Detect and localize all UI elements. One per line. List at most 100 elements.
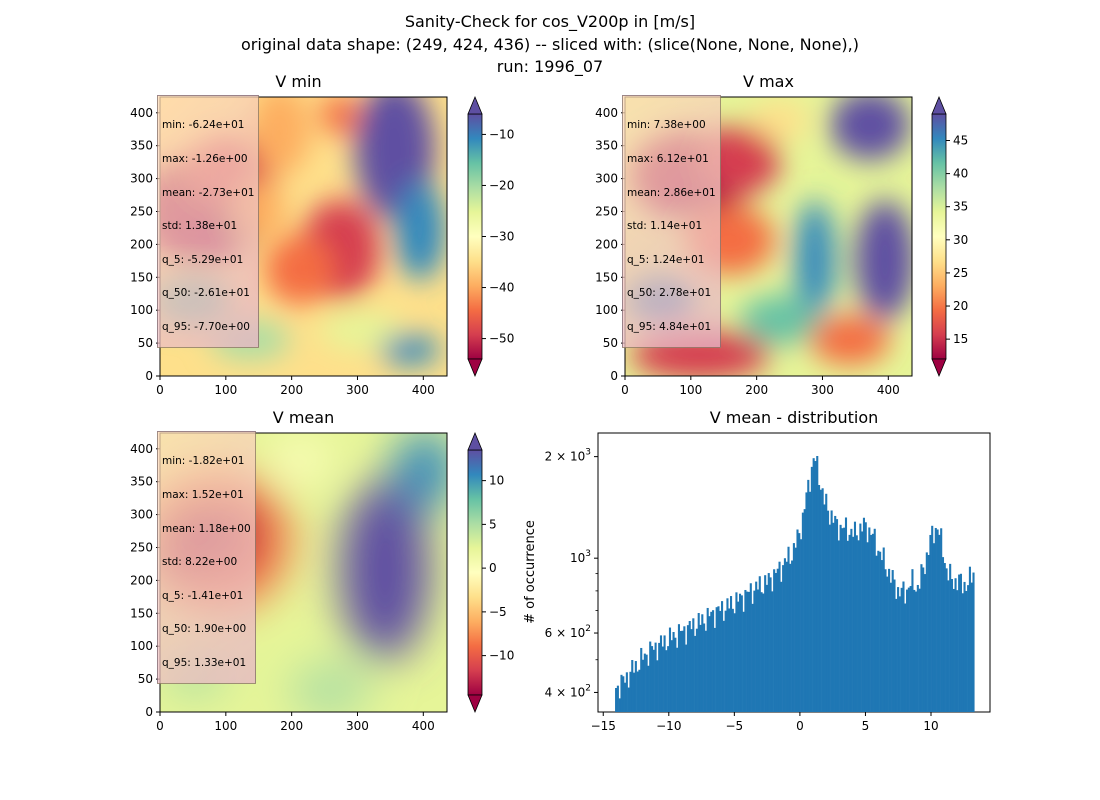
hist-bar: [832, 522, 835, 712]
hist-bar: [866, 542, 869, 712]
hist-bar: [633, 672, 636, 712]
hist-bar: [706, 607, 709, 712]
colorbar-tick-label: 10: [489, 474, 504, 488]
tick-layer: 0 100 200 300 400050100150200250300350400−50…: [130, 106, 968, 733]
hist-bar: [616, 685, 619, 712]
hist-bar: [726, 598, 729, 712]
hist-bar: [843, 527, 846, 712]
hist-bar: [697, 613, 700, 712]
hist-bar: [862, 517, 866, 712]
hist-bar: [950, 578, 954, 712]
hist-bar: [735, 592, 738, 712]
hist-bar: [758, 576, 761, 712]
hist-bar: [715, 607, 718, 712]
hist-bar: [728, 608, 731, 712]
hist-bar: [663, 635, 666, 712]
hist-bar: [710, 611, 713, 712]
colorbar-tick-label: −20: [489, 178, 514, 192]
hist-bar: [791, 560, 794, 712]
ytick-label: 0: [145, 705, 153, 719]
hist-bar: [694, 635, 697, 712]
hist-bar: [873, 528, 876, 712]
hist-bar: [830, 510, 833, 712]
hist-ytick-label: 2 × 103: [545, 448, 591, 464]
hist-bar: [940, 528, 943, 712]
hist-bar: [958, 574, 961, 712]
xtick-label: 100: [214, 719, 237, 733]
ytick-label: 200: [595, 237, 618, 251]
hist-bar: [967, 585, 970, 712]
hist-bar: [661, 646, 664, 712]
hist-bar: [891, 570, 894, 712]
colorbar-tick-label: 20: [953, 299, 968, 313]
hist-bar: [911, 569, 914, 712]
hist-bar: [631, 660, 634, 712]
xtick-label: 300: [346, 719, 369, 733]
vmean-stat-q50: q_50: 1.90e+00: [162, 623, 247, 636]
hist-bar: [703, 623, 706, 712]
hist-bar: [897, 587, 900, 712]
hist-bar: [855, 535, 858, 712]
hist-bars: [615, 455, 975, 712]
ytick-label: 200: [130, 573, 153, 587]
hist-bar: [821, 488, 824, 712]
hist-bar: [774, 572, 777, 712]
ytick-label: 150: [130, 270, 153, 284]
hist-bar: [968, 566, 971, 712]
hist-bar: [742, 611, 745, 712]
hist-bar: [943, 563, 946, 712]
hist-bar: [656, 660, 659, 712]
xtick-label: 400: [412, 719, 435, 733]
hist-bar: [970, 582, 973, 712]
hist-xtick-label: −10: [656, 719, 681, 733]
xtick-label: 400: [412, 383, 435, 397]
hist-bar: [762, 593, 765, 712]
hist-bar: [823, 504, 826, 712]
hist-bar: [965, 590, 968, 712]
hist-bar: [704, 630, 707, 712]
colorbar-tick-label: −10: [489, 649, 514, 663]
hist-bar: [747, 591, 751, 712]
hist-bar: [835, 519, 839, 712]
hist-bar: [882, 547, 885, 712]
hist-bar: [676, 647, 679, 712]
hist-bar: [880, 560, 883, 712]
vmax-stat-max: max: 6.12e+01: [627, 153, 709, 166]
hist-bar: [767, 573, 770, 712]
figure-title-line-2: original data shape: (249, 424, 436) -- …: [241, 35, 859, 54]
hist-bar: [789, 563, 792, 712]
ytick-label: 100: [130, 639, 153, 653]
hist-bar: [816, 455, 819, 712]
hist-bar: [620, 674, 623, 712]
hist-bar: [927, 554, 930, 712]
hist-bar: [938, 534, 941, 712]
hist-bar: [825, 493, 828, 712]
panel-title-vmax: V max: [743, 72, 794, 91]
hist-bar: [753, 590, 756, 712]
hist-bar: [643, 653, 646, 712]
ytick-label: 400: [130, 442, 153, 456]
hist-bar: [800, 539, 803, 712]
hist-bar: [925, 552, 928, 712]
vmin-stat-min: min: -6.24e+01: [162, 119, 245, 132]
hist-bar: [724, 610, 727, 712]
hist-bar: [636, 671, 639, 712]
vmax-stat-mean: mean: 2.86e+01: [627, 186, 716, 199]
hist-bar: [900, 587, 903, 712]
hist-bar: [625, 672, 628, 712]
ytick-label: 100: [130, 303, 153, 317]
hist-bar: [870, 534, 873, 712]
hist-bar: [884, 569, 887, 712]
hist-bar: [826, 510, 830, 712]
colorbar-tick-label: 25: [953, 266, 968, 280]
hist-bar: [677, 624, 681, 712]
hist-bar: [778, 561, 781, 712]
ytick-label: 50: [603, 336, 618, 350]
hist-bar: [641, 659, 645, 712]
hist-bar: [929, 534, 932, 712]
hist-bar: [690, 629, 693, 712]
hist-bar: [913, 589, 916, 712]
hist-bar: [818, 485, 821, 712]
hist-bar: [749, 583, 752, 712]
hist-bar: [685, 644, 688, 712]
